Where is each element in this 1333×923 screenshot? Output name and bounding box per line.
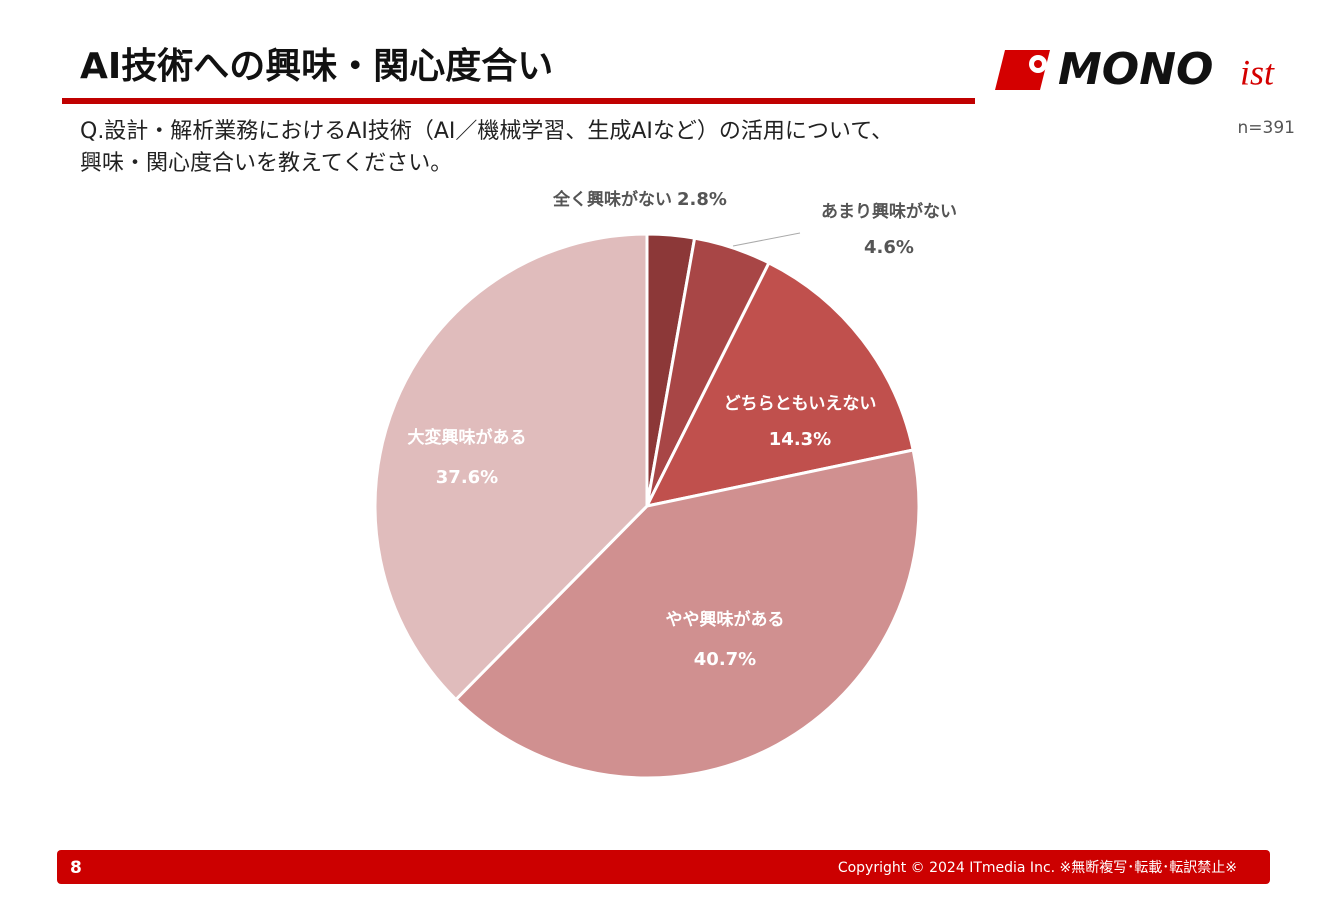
slice-label: あまり興味がない bbox=[821, 201, 957, 222]
slice-value-label: 14.3% bbox=[769, 429, 831, 450]
leader-line bbox=[732, 232, 801, 247]
slice-value-label: 4.6% bbox=[864, 237, 914, 258]
slice-label: 大変興味がある bbox=[408, 427, 527, 448]
logo-main: MONO bbox=[1058, 44, 1213, 95]
footer-bar bbox=[57, 850, 1270, 884]
pie-slice bbox=[373, 232, 649, 702]
slice-label: どちらともいえない bbox=[724, 394, 877, 414]
logo-gear-hole bbox=[1034, 60, 1042, 68]
page-number: 8 bbox=[70, 858, 82, 878]
question-line: 興味・関心度合いを教えてください。 bbox=[80, 151, 452, 176]
question-line: Q.設計・解析業務におけるAI技術（AI／機械学習、生成AIなど）の活用について… bbox=[80, 119, 893, 144]
slice-label: やや興味がある bbox=[666, 609, 785, 630]
copyright: Copyright © 2024 ITmedia Inc. ※無断複写･転載･転… bbox=[838, 859, 1237, 876]
title-underline bbox=[62, 98, 975, 104]
slice-value-label: 40.7% bbox=[694, 649, 756, 670]
logo: MONO ist bbox=[995, 44, 1275, 95]
slide-title: AI技術への興味・関心度合い bbox=[80, 46, 553, 87]
pie-slice bbox=[453, 448, 921, 780]
logo-sub: ist bbox=[1240, 52, 1275, 92]
pie: 全く興味がない 2.8% あまり興味がない 4.6% どちらともいえない 14.3% やや興… bbox=[373, 189, 957, 780]
pie-slice bbox=[644, 260, 915, 509]
slice-value-label: 37.6% bbox=[436, 467, 498, 488]
slice-value-label: 2.8% bbox=[677, 189, 727, 210]
sample-size: n=391 bbox=[1238, 118, 1295, 138]
slice-label: 全く興味がない bbox=[552, 189, 672, 210]
